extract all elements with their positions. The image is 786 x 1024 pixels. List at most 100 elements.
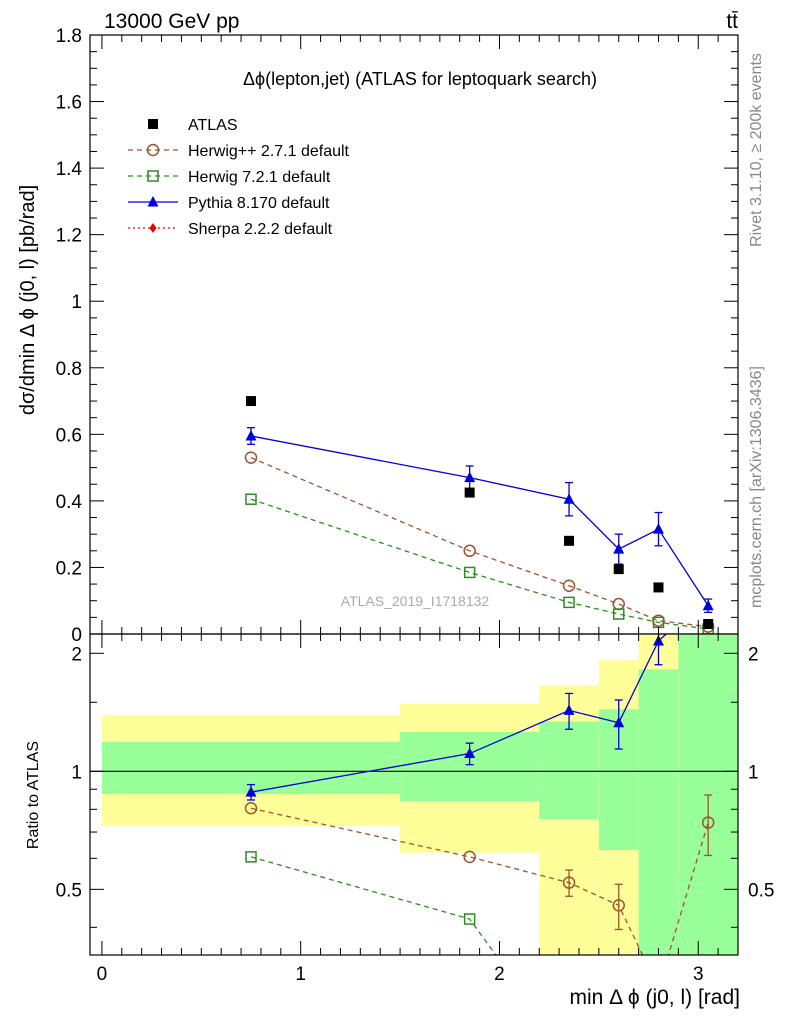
plot-title: Δϕ(lepton,jet) (ATLAS for leptoquark sea…: [243, 69, 597, 89]
rivet-label: Rivet 3.1.10, ≥ 200k events: [748, 53, 765, 247]
legend: ATLAS Herwig++ 2.7.1 default Herwig 7.2.1 …: [128, 117, 350, 238]
ratio-point: [463, 913, 476, 925]
legend-marker: [148, 119, 158, 129]
series-pythia-8-170-default: [245, 427, 714, 614]
ratio-series-herwig-2-7-1-default: [244, 794, 715, 955]
ratio-y-tick-label-right: 1: [748, 762, 759, 783]
ratio-series-line: [250, 807, 709, 955]
ratio-y-tick-label: 0.5: [56, 880, 82, 901]
data-point: [245, 493, 257, 505]
data-point: [463, 544, 476, 558]
data-point: [702, 599, 714, 611]
data-point: [612, 597, 625, 611]
ratio-y-tick-label-right: 2: [748, 644, 759, 665]
series-line: [250, 498, 709, 630]
data-point: [464, 487, 475, 498]
ratio-point: [563, 704, 575, 715]
uncertainty-bands: [101, 634, 738, 955]
data-point: [563, 493, 575, 504]
y-tick-label: 1.4: [56, 159, 83, 180]
ratio-point: [613, 716, 625, 728]
data-point: [703, 619, 714, 630]
ratio-series-pythia-8-170-default: [245, 634, 668, 801]
data-point: [613, 564, 624, 575]
ratio-point: [562, 876, 576, 889]
y-tick-label: 1.6: [56, 93, 82, 114]
ratio-series-line: [250, 634, 668, 793]
legend-label: Herwig++ 2.7.1 default: [188, 143, 350, 160]
ratio-y-tick-label: 2: [71, 644, 82, 665]
y-tick-label: 0.6: [56, 425, 82, 446]
x-tick-label: 0: [97, 964, 108, 985]
data-point: [244, 451, 258, 464]
ratio-panel: Ratio to ATLAS min Δ ϕ (j0, l) [rad] 0 1 2…: [25, 35, 774, 1009]
legend-marker: [146, 143, 160, 157]
ratio-point: [245, 851, 257, 863]
ratio-y-tick-label: 1: [71, 762, 82, 783]
data-point: [464, 471, 476, 483]
data-point: [246, 396, 257, 407]
analysis-watermark: ATLAS_2019_I1718132: [341, 593, 490, 609]
data-point: [245, 429, 257, 441]
y-tick-label: 1.8: [56, 26, 82, 47]
ratio-point: [464, 747, 476, 759]
main-panel: Δϕ(lepton,jet) (ATLAS for leptoquark sea…: [17, 26, 739, 646]
ratio-frame: [89, 633, 739, 956]
legend-label: ATLAS: [188, 117, 238, 134]
data-point: [564, 535, 575, 546]
ratio-y-tick-label-right: 0.5: [748, 880, 774, 901]
legend-entry-herwig-7-2-1-default: Herwig 7.2.1 default: [128, 169, 331, 186]
x-tick-label: 2: [494, 964, 505, 985]
data-point: [653, 582, 664, 593]
main-plot-area: [244, 396, 715, 634]
legend-marker: [147, 196, 159, 207]
y-tick-label: 1.2: [56, 226, 82, 247]
ratio-point: [244, 801, 258, 815]
ratio-point: [245, 786, 257, 797]
main-y-axis: 0 0.2 0.4 0.6 0.8 1 1.2 1.4 1.6 1.8: [56, 26, 738, 646]
series-herwig-7-2-1-default: [245, 493, 714, 634]
main-y-axis-label: dσ/dmin Δ ϕ (j0, l) [pb/rad]: [17, 185, 39, 415]
green-band-2: [539, 721, 599, 820]
data-point: [612, 608, 625, 620]
ratio-point: [463, 850, 476, 864]
legend-entry-atlas: ATLAS: [148, 117, 238, 134]
ratio-series-line: [250, 856, 497, 955]
legend-marker: [149, 223, 157, 233]
series-line: [250, 435, 709, 607]
x-axis: 0 1 2 3: [97, 35, 739, 985]
legend-entry-sherpa-2-2-2-default: Sherpa 2.2.2 default: [128, 221, 333, 238]
legend-label: Sherpa 2.2.2 default: [188, 221, 333, 238]
y-tick-label: 0.2: [56, 558, 82, 579]
y-tick-label: 1: [71, 292, 82, 313]
data-point: [613, 543, 625, 554]
green-band-1: [400, 731, 540, 802]
x-axis-label: min Δ ϕ (j0, l) [rad]: [570, 986, 741, 1009]
ratio-y-axis: 0.5 0.5 1 1 2 2: [56, 644, 774, 928]
energy-label: 13000 GeV pp: [104, 10, 239, 33]
legend-label: Pythia 8.170 default: [188, 195, 330, 212]
data-point: [563, 596, 575, 609]
legend-entry-pythia-8-170-default: Pythia 8.170 default: [128, 195, 330, 212]
ratio-series-herwig-7-2-1-default: [245, 851, 506, 955]
legend-label: Herwig 7.2.1 default: [188, 169, 331, 186]
ratio-y-axis-label: Ratio to ATLAS: [25, 741, 42, 849]
y-tick-label: 0.4: [56, 492, 83, 513]
x-tick-label: 1: [295, 964, 306, 985]
legend-marker: [147, 170, 159, 182]
legend-entry-herwig-2-7-1-default: Herwig++ 2.7.1 default: [128, 143, 350, 160]
green-band-4: [638, 669, 679, 955]
series-atlas: [246, 396, 714, 630]
data-point: [652, 523, 664, 534]
mcplots-label: mcplots.cern.ch [arXiv:1306.3436]: [748, 366, 765, 608]
data-point: [562, 579, 576, 592]
ratio-plot-area: [244, 634, 715, 955]
process-label: tt̄: [726, 10, 738, 33]
y-tick-label: 0: [71, 625, 82, 646]
ratio-point: [612, 899, 625, 912]
ratio-point: [701, 816, 715, 829]
series-line: [250, 457, 709, 628]
data-point: [463, 566, 476, 579]
x-tick-label: 3: [693, 964, 704, 985]
